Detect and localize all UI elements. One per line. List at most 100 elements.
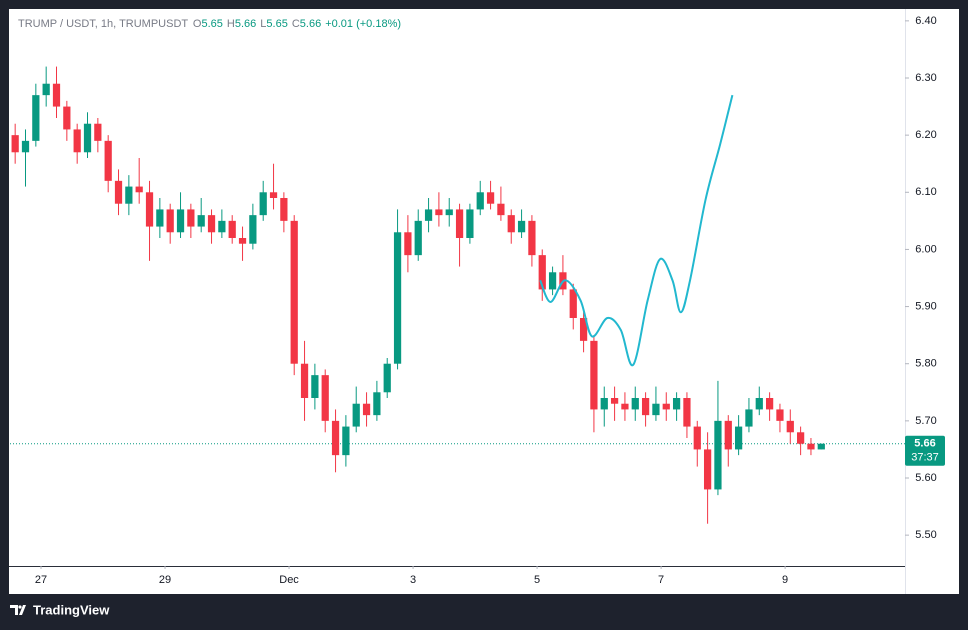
candle-body — [724, 420, 732, 450]
candle-body — [156, 209, 164, 227]
legend-symbol: TRUMP / USDT, 1h, TRUMPUSDT — [18, 18, 188, 30]
legend-key: O — [193, 18, 202, 30]
plot: 5.50 5.60 5.70 5.80 5.90 6.00 6.10 6.20 6.30 6.40… — [10, 15, 945, 586]
candle-body — [352, 403, 360, 427]
candle-body — [207, 215, 216, 233]
candle-body — [631, 398, 639, 410]
y-tick-label: 5.60 — [915, 472, 936, 484]
y-tick-label: 6.30 — [915, 72, 936, 84]
candle-body — [166, 209, 174, 233]
candle-body — [300, 363, 309, 398]
candle-body — [652, 403, 660, 416]
candle-body — [714, 420, 722, 490]
candle-body — [424, 209, 433, 221]
candle-body — [404, 232, 412, 256]
candle-body — [507, 215, 515, 233]
candle-body — [776, 409, 784, 421]
candle-body — [135, 186, 143, 193]
candle-body — [63, 106, 71, 130]
legend-change: +0.01 (+0.18%) — [325, 18, 401, 30]
legend: TRUMP / USDT, 1h, TRUMPUSDT O5.65 H5.66 L5.… — [18, 18, 401, 30]
candle-body — [621, 403, 629, 410]
candle-body — [610, 398, 619, 404]
x-tick-label: 5 — [534, 574, 540, 586]
candle-body — [114, 180, 123, 204]
candle-body — [765, 398, 774, 410]
x-tick-label: 9 — [782, 574, 788, 586]
candle-body — [755, 398, 763, 410]
x-tick-label: 27 — [35, 574, 47, 586]
y-tick-label: 6.20 — [915, 129, 936, 141]
candle-body — [197, 215, 205, 227]
candle-body — [238, 238, 247, 244]
candle-body — [734, 426, 743, 450]
candle-body — [83, 123, 92, 153]
y-tick-label: 5.50 — [915, 529, 936, 541]
legend-key: L — [260, 18, 266, 30]
candle-body — [797, 432, 805, 444]
candle-body — [569, 289, 577, 318]
candle-body — [486, 192, 495, 204]
candle-body — [125, 186, 133, 204]
legend-key: C — [292, 18, 300, 30]
candle-body — [373, 392, 381, 416]
candle-body — [414, 220, 422, 256]
candle-body — [745, 409, 753, 427]
candle-body — [641, 398, 650, 416]
candle-body — [807, 443, 815, 450]
candle-body — [21, 140, 30, 153]
candle-body — [786, 420, 794, 433]
candle-body — [311, 375, 319, 398]
y-tick-label: 5.90 — [915, 300, 936, 312]
candle-body — [280, 198, 288, 221]
x-tick-label: 3 — [410, 574, 416, 586]
y-tick-label: 6.00 — [915, 243, 936, 255]
candle-body — [52, 83, 61, 107]
candle-body — [466, 209, 474, 238]
tradingview-logo — [10, 605, 26, 615]
candle-body — [269, 192, 278, 198]
candle-body — [590, 340, 598, 410]
legend-value: 5.66 — [300, 18, 321, 30]
countdown-label: 37:37 — [911, 452, 939, 464]
candle-body — [497, 203, 505, 216]
candle-body — [342, 426, 350, 456]
candle-body — [600, 398, 608, 410]
candle-body — [662, 403, 670, 410]
candle-body — [94, 123, 102, 141]
x-tick-label: 7 — [658, 574, 664, 586]
candle-body — [548, 272, 557, 290]
candle-body — [218, 220, 226, 233]
brand: TradingView — [33, 602, 110, 617]
y-tick-label: 5.80 — [915, 358, 936, 370]
candle-body — [435, 209, 443, 216]
legend-value: 5.65 — [266, 18, 287, 30]
candle-body — [259, 192, 267, 216]
candle-body — [73, 129, 81, 153]
candle-body — [290, 220, 298, 364]
candle-body — [187, 209, 195, 227]
legend-key: H — [227, 18, 235, 30]
candle-body — [672, 398, 681, 410]
candle-body — [104, 140, 112, 181]
candle-body — [693, 426, 701, 450]
last-price-label: 5.66 — [914, 438, 935, 450]
candle-body — [445, 209, 453, 216]
candle-body — [228, 220, 236, 238]
candle-body — [579, 318, 588, 341]
candle-body — [11, 135, 19, 153]
candle-body — [383, 363, 391, 393]
candle-body — [538, 255, 546, 290]
y-tick-label: 6.40 — [915, 15, 936, 27]
candle-body — [321, 375, 329, 421]
candle-body — [176, 209, 185, 233]
candle-body — [683, 398, 691, 427]
candle-body — [703, 449, 712, 490]
candle-body — [249, 215, 257, 244]
candle-body — [476, 192, 484, 210]
candle-body — [528, 220, 536, 256]
y-tick-label: 5.70 — [915, 415, 936, 427]
candle-body — [455, 209, 464, 238]
